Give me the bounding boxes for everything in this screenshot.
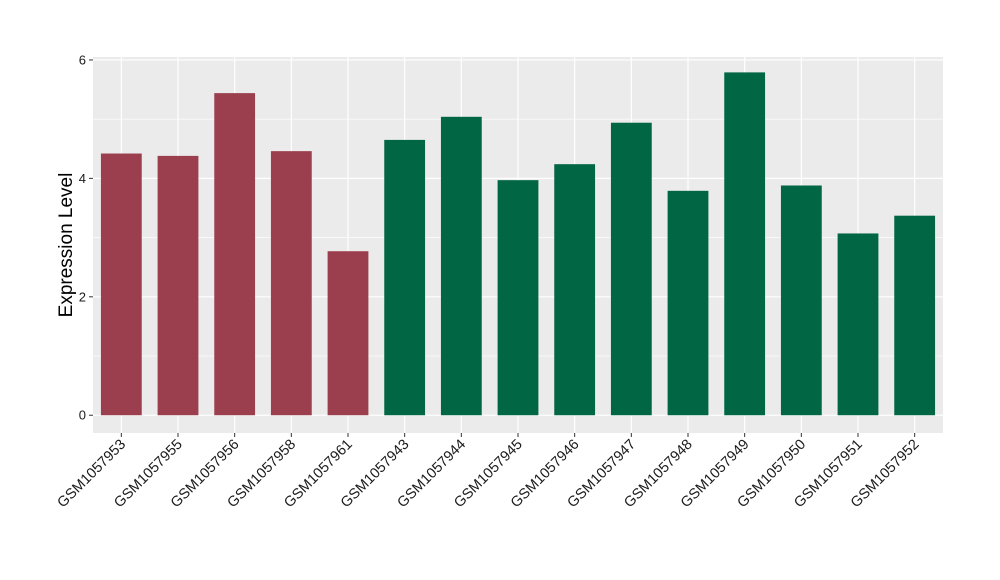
y-tick-label: 6	[79, 52, 86, 67]
bar	[100, 153, 142, 416]
y-tick-label: 4	[79, 171, 86, 186]
bar	[270, 151, 312, 416]
bar	[554, 164, 596, 416]
y-tick-label: 2	[79, 289, 86, 304]
bar	[610, 122, 652, 416]
bar	[780, 185, 822, 416]
x-axis: GSM1057953GSM1057955GSM1057956GSM1057958…	[55, 433, 922, 511]
y-tick-label: 0	[79, 408, 86, 423]
bar	[837, 233, 879, 416]
bar	[667, 190, 709, 416]
bar	[440, 116, 482, 416]
y-axis: 0 2 4 6	[79, 52, 93, 423]
y-axis-title: Expression Level	[56, 173, 77, 318]
bars	[100, 72, 936, 416]
bar	[497, 180, 539, 416]
bar	[327, 251, 369, 416]
bar	[724, 72, 766, 416]
bar	[214, 93, 256, 416]
bar	[157, 155, 199, 416]
bar	[384, 139, 426, 416]
bar	[894, 215, 936, 416]
